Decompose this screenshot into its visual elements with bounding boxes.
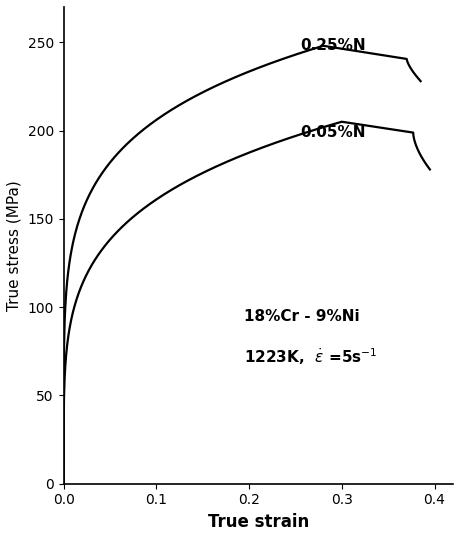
Text: 0.25%N: 0.25%N [299, 38, 365, 53]
Text: 0.05%N: 0.05%N [299, 125, 365, 140]
Text: 1223K,  $\dot{\varepsilon}$ =5s$^{-1}$: 1223K, $\dot{\varepsilon}$ =5s$^{-1}$ [244, 346, 377, 367]
Text: 18%Cr - 9%Ni: 18%Cr - 9%Ni [244, 308, 359, 323]
X-axis label: True strain: True strain [207, 513, 308, 531]
Y-axis label: True stress (MPa): True stress (MPa) [7, 180, 22, 311]
